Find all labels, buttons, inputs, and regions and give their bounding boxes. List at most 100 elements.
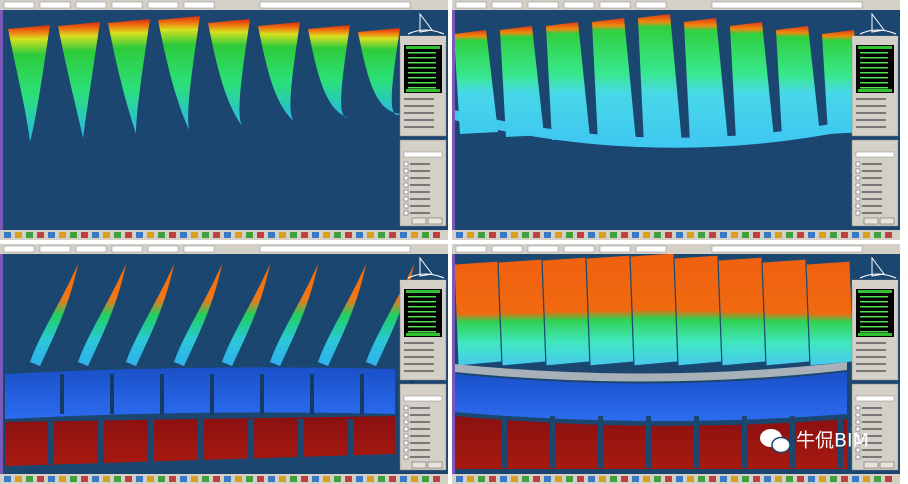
cancel-button[interactable] (879, 461, 895, 469)
option-label (862, 170, 882, 172)
checkbox[interactable] (855, 196, 861, 202)
cancel-button[interactable] (427, 461, 443, 469)
tool-icon (323, 476, 330, 482)
checkbox[interactable] (855, 447, 861, 453)
dialog-line (856, 370, 886, 372)
dialog-line (404, 363, 434, 365)
checkbox[interactable] (403, 189, 409, 195)
checkbox[interactable] (855, 454, 861, 460)
checkbox[interactable] (403, 419, 409, 425)
tool-icon (489, 232, 496, 238)
checkbox[interactable] (855, 203, 861, 209)
tool-icon (224, 232, 231, 238)
checkbox[interactable] (403, 440, 409, 446)
tool-icon (37, 476, 44, 482)
blade (500, 26, 544, 137)
checkbox[interactable] (403, 405, 409, 411)
tool-icon (819, 232, 826, 238)
gap (160, 374, 164, 414)
option-label (410, 170, 430, 172)
checkbox[interactable] (855, 405, 861, 411)
legend-row (408, 67, 436, 69)
dropdown (635, 245, 667, 253)
dropdown (75, 1, 107, 9)
ok-button[interactable] (411, 217, 427, 225)
checkbox[interactable] (855, 210, 861, 216)
tool-icon (555, 232, 562, 238)
checkbox[interactable] (403, 210, 409, 216)
legend-row (408, 72, 436, 74)
checkbox[interactable] (403, 426, 409, 432)
legend-bottom (406, 333, 440, 336)
left-edge (452, 10, 455, 230)
blade (308, 25, 350, 119)
cancel-button[interactable] (427, 217, 443, 225)
legend-row (860, 67, 888, 69)
option-label (862, 414, 882, 416)
tool-icon (4, 232, 11, 238)
checkbox[interactable] (855, 168, 861, 174)
tool-icon (290, 232, 297, 238)
checkbox[interactable] (855, 440, 861, 446)
tool-icon (720, 232, 727, 238)
tool-icon (885, 232, 892, 238)
tool-icon (4, 476, 11, 482)
tool-icon (610, 232, 617, 238)
dropdown (491, 1, 523, 9)
dropdown (3, 245, 35, 253)
checkbox[interactable] (855, 189, 861, 195)
tool-icon (334, 476, 341, 482)
checkbox[interactable] (403, 454, 409, 460)
option-label (862, 435, 882, 437)
top-toolbar (452, 244, 900, 254)
checkbox[interactable] (855, 175, 861, 181)
tool-icon (478, 232, 485, 238)
tool-icon (180, 232, 187, 238)
tool-icon (81, 476, 88, 482)
dialog-line (404, 112, 434, 114)
checkbox[interactable] (403, 161, 409, 167)
checkbox[interactable] (855, 419, 861, 425)
checkbox[interactable] (855, 182, 861, 188)
tool-icon (698, 476, 705, 482)
checkbox[interactable] (403, 433, 409, 439)
option-label (862, 421, 882, 423)
option-label (862, 456, 882, 458)
tool-icon (478, 476, 485, 482)
option-label (862, 407, 882, 409)
checkbox[interactable] (855, 433, 861, 439)
option-label (862, 163, 882, 165)
checkbox[interactable] (403, 175, 409, 181)
option-label (410, 407, 430, 409)
tool-icon (290, 476, 297, 482)
checkbox[interactable] (855, 161, 861, 167)
tool-icon (522, 476, 529, 482)
tool-icon (698, 232, 705, 238)
blade (126, 264, 174, 366)
ok-button[interactable] (863, 217, 879, 225)
compass (871, 12, 885, 33)
cancel-button[interactable] (879, 217, 895, 225)
checkbox[interactable] (403, 182, 409, 188)
option-label (410, 212, 430, 214)
checkbox[interactable] (403, 203, 409, 209)
option-label (862, 198, 882, 200)
checkbox[interactable] (403, 412, 409, 418)
tool-icon (114, 476, 121, 482)
checkbox[interactable] (403, 196, 409, 202)
checkbox[interactable] (855, 412, 861, 418)
tool-icon (577, 232, 584, 238)
blue-ring (5, 367, 395, 419)
blade (174, 264, 222, 366)
dropdown (635, 1, 667, 9)
tool-icon (356, 476, 363, 482)
gap (60, 374, 64, 414)
tool-icon (742, 232, 749, 238)
ok-button[interactable] (411, 461, 427, 469)
blade (158, 16, 200, 130)
ok-button[interactable] (863, 461, 879, 469)
checkbox[interactable] (403, 168, 409, 174)
checkbox[interactable] (403, 447, 409, 453)
dropdown (39, 245, 71, 253)
checkbox[interactable] (855, 426, 861, 432)
